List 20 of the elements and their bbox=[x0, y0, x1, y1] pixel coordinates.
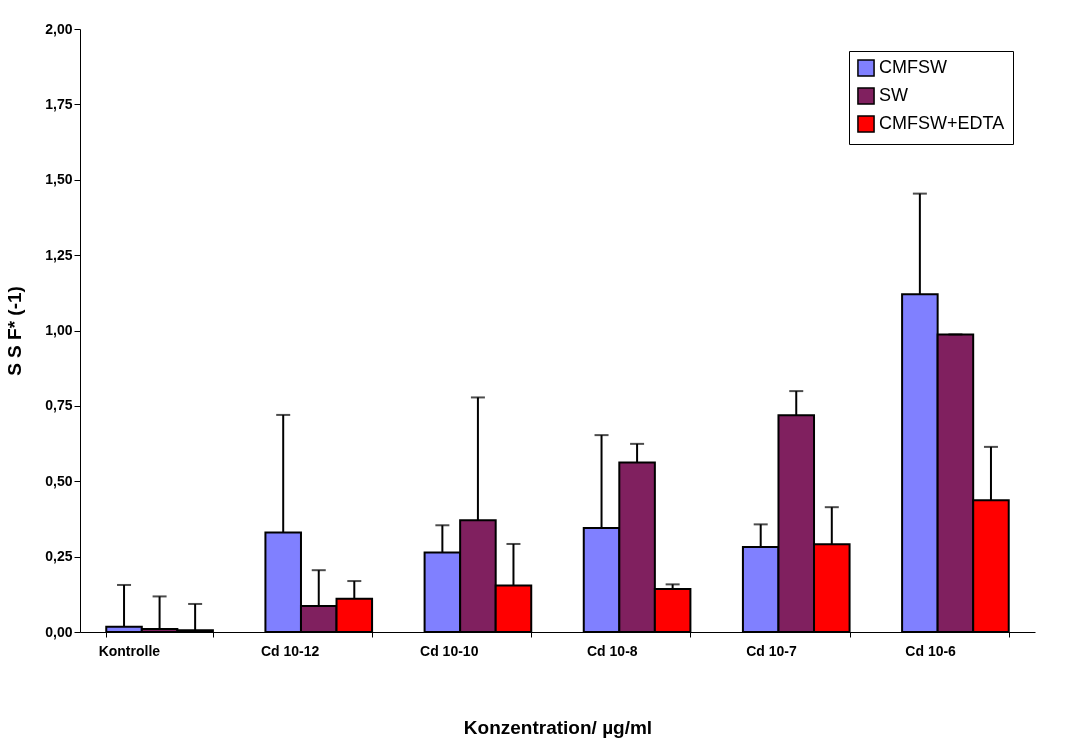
y-tick-label: 1,00 bbox=[45, 322, 73, 338]
y-axis-title: S S F* (-1) bbox=[4, 286, 26, 376]
x-tick-label: Cd 10-10 bbox=[420, 642, 479, 659]
y-tick-label: 0,75 bbox=[45, 397, 73, 414]
y-tick-label: 1,50 bbox=[45, 171, 73, 188]
x-axis-title: Konzentration/ µg/ml bbox=[463, 716, 653, 738]
legend-label: CMFSW bbox=[879, 57, 947, 77]
x-tick-label: Cd 10-8 bbox=[587, 642, 638, 659]
x-tick-label: Cd 10-7 bbox=[746, 642, 797, 659]
x-tick-label: Cd 10-12 bbox=[260, 642, 320, 659]
legend-label: SW bbox=[879, 85, 909, 105]
y-tick-label: 1,25 bbox=[45, 246, 73, 263]
y-tick-label: 0,25 bbox=[45, 548, 73, 565]
x-tick-label: Kontrolle bbox=[98, 642, 161, 659]
x-tick-label: Cd 10-6 bbox=[905, 642, 957, 659]
y-tick-label: 0,00 bbox=[45, 623, 73, 640]
y-tick-label: 1,75 bbox=[45, 95, 73, 112]
y-tick-label: 0,50 bbox=[45, 472, 73, 489]
legend-label: CMFSW+EDTA bbox=[879, 113, 1005, 133]
y-tick-label: 2,00 bbox=[45, 20, 73, 37]
